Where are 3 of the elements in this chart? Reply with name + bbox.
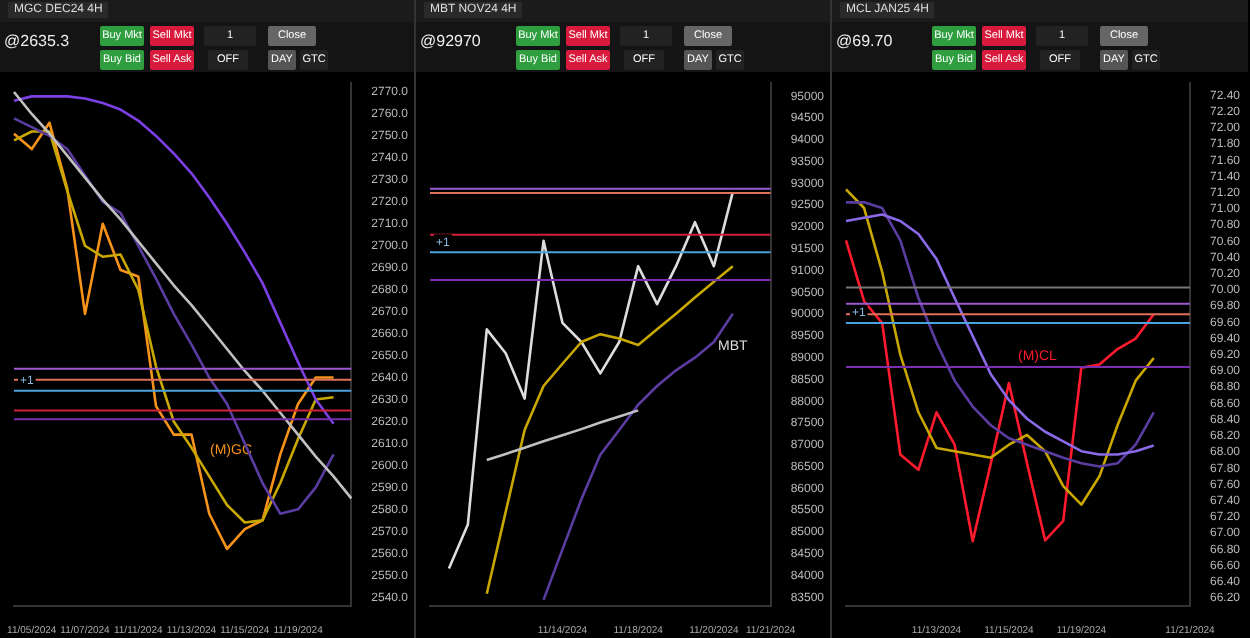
chart-subtitle: @92970 (420, 32, 481, 50)
chart-subtitle: @2635.3 (4, 32, 70, 50)
chart-subtitle: @69.70 (836, 32, 893, 50)
